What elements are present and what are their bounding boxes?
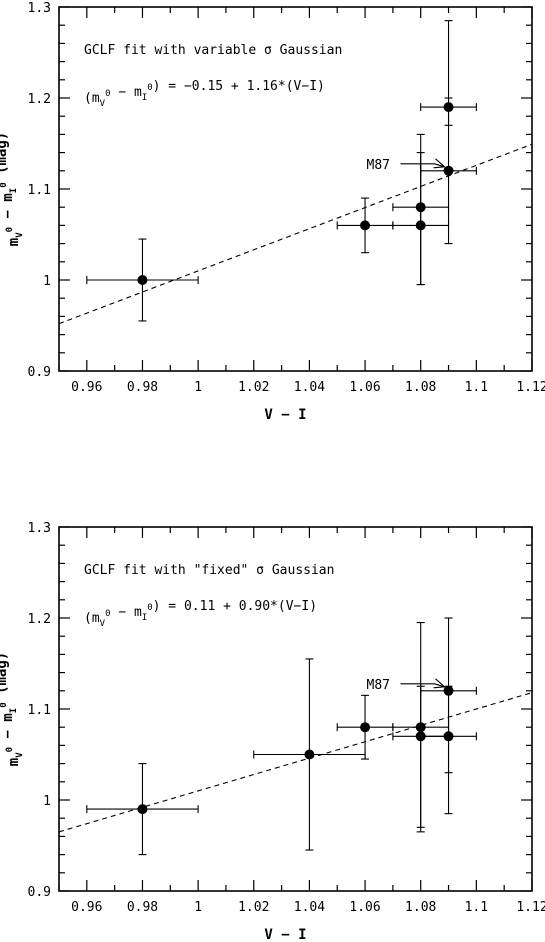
x-tick-label: 1.06 — [349, 900, 380, 915]
data-marker — [360, 220, 371, 231]
x-tick-label: 1.1 — [465, 900, 488, 915]
data-marker — [137, 804, 148, 815]
x-tick-label: 1.04 — [294, 380, 325, 395]
x-tick-label: 1.12 — [516, 900, 545, 915]
data-point — [86, 238, 199, 322]
y-axis-label: mV0 − mI0 (mag) — [0, 652, 25, 766]
y-tick-label: 1.3 — [28, 521, 51, 536]
data-marker — [304, 749, 315, 760]
data-point — [392, 685, 450, 833]
data-point — [253, 658, 366, 851]
x-tick-label: 1.06 — [349, 380, 380, 395]
y-tick-label: 1.1 — [28, 703, 51, 718]
data-point — [420, 20, 477, 245]
data-marker — [415, 202, 426, 213]
m87-text: M87 — [367, 678, 390, 693]
data-point — [420, 97, 477, 126]
data-marker — [443, 102, 454, 113]
plot-frame — [58, 6, 533, 372]
data-marker — [360, 722, 371, 733]
chart-panel-2: 0.96 0.98 1 1.02 1.04 1.06 1.08 1.1 1.12 0.9 1 1.1 1… — [0, 521, 545, 942]
data-point — [420, 617, 477, 774]
x-tick-label: 1 — [194, 900, 202, 915]
x-tick-label: 1.02 — [238, 380, 269, 395]
m87-label: M87 — [367, 678, 446, 693]
fit-line — [58, 692, 533, 833]
x-tick-label: 1.08 — [405, 380, 436, 395]
m87-label: M87 — [367, 158, 446, 173]
m87-arrow — [434, 683, 445, 688]
data-marker — [137, 275, 148, 285]
y-axis-label: mV0 − mI0 (mag) — [0, 132, 25, 246]
data-point — [86, 763, 199, 856]
m87-arrow-head — [433, 678, 446, 689]
x-tick-label: 1.08 — [405, 900, 436, 915]
y-tick-label: 1.2 — [28, 612, 51, 627]
m87-arrow-head — [433, 158, 446, 169]
x-tick-label: 1.04 — [294, 900, 325, 915]
data-point — [336, 694, 394, 760]
x-axis-label: V − I — [264, 927, 306, 942]
y-tick-label: 1.1 — [28, 183, 51, 198]
data-marker — [443, 165, 454, 176]
m87-arrow — [434, 163, 445, 168]
x-tick-label: 0.96 — [71, 380, 102, 395]
chart-panel-1: 0.96 0.98 1 1.02 1.04 1.06 1.08 1.1 1.12 0.9 1 1.1 1… — [0, 1, 545, 423]
y-tick-label: 1 — [43, 794, 51, 809]
m87-text: M87 — [367, 158, 390, 173]
fit-equation: (mV0 − mI0) = −0.15 + 1.16*(V−I) — [84, 79, 325, 109]
x-tick-label: 1.12 — [516, 380, 545, 395]
y-tick-label: 0.9 — [28, 365, 51, 380]
x-tick-label: 0.98 — [127, 900, 158, 915]
plot-frame — [58, 526, 533, 892]
y-tick-label: 1 — [43, 274, 51, 289]
x-tick-label: 1 — [194, 380, 202, 395]
data-marker — [443, 685, 454, 696]
fit-description: GCLF fit with variable σ Gaussian — [84, 43, 342, 58]
x-tick-label: 1.1 — [465, 380, 488, 395]
x-tick-label: 0.96 — [71, 900, 102, 915]
data-point — [392, 133, 450, 286]
y-tick-label: 1.2 — [28, 92, 51, 107]
data-point — [336, 197, 394, 254]
fit-equation: (mV0 − mI0) = 0.11 + 0.90*(V−I) — [84, 599, 317, 629]
y-tick-label: 0.9 — [28, 885, 51, 900]
fit-line — [58, 143, 533, 325]
y-tick-label: 1.3 — [28, 1, 51, 16]
fit-description: GCLF fit with "fixed" σ Gaussian — [84, 563, 334, 578]
x-axis-label: V − I — [264, 407, 306, 423]
x-tick-label: 0.98 — [127, 380, 158, 395]
x-tick-label: 1.02 — [238, 900, 269, 915]
